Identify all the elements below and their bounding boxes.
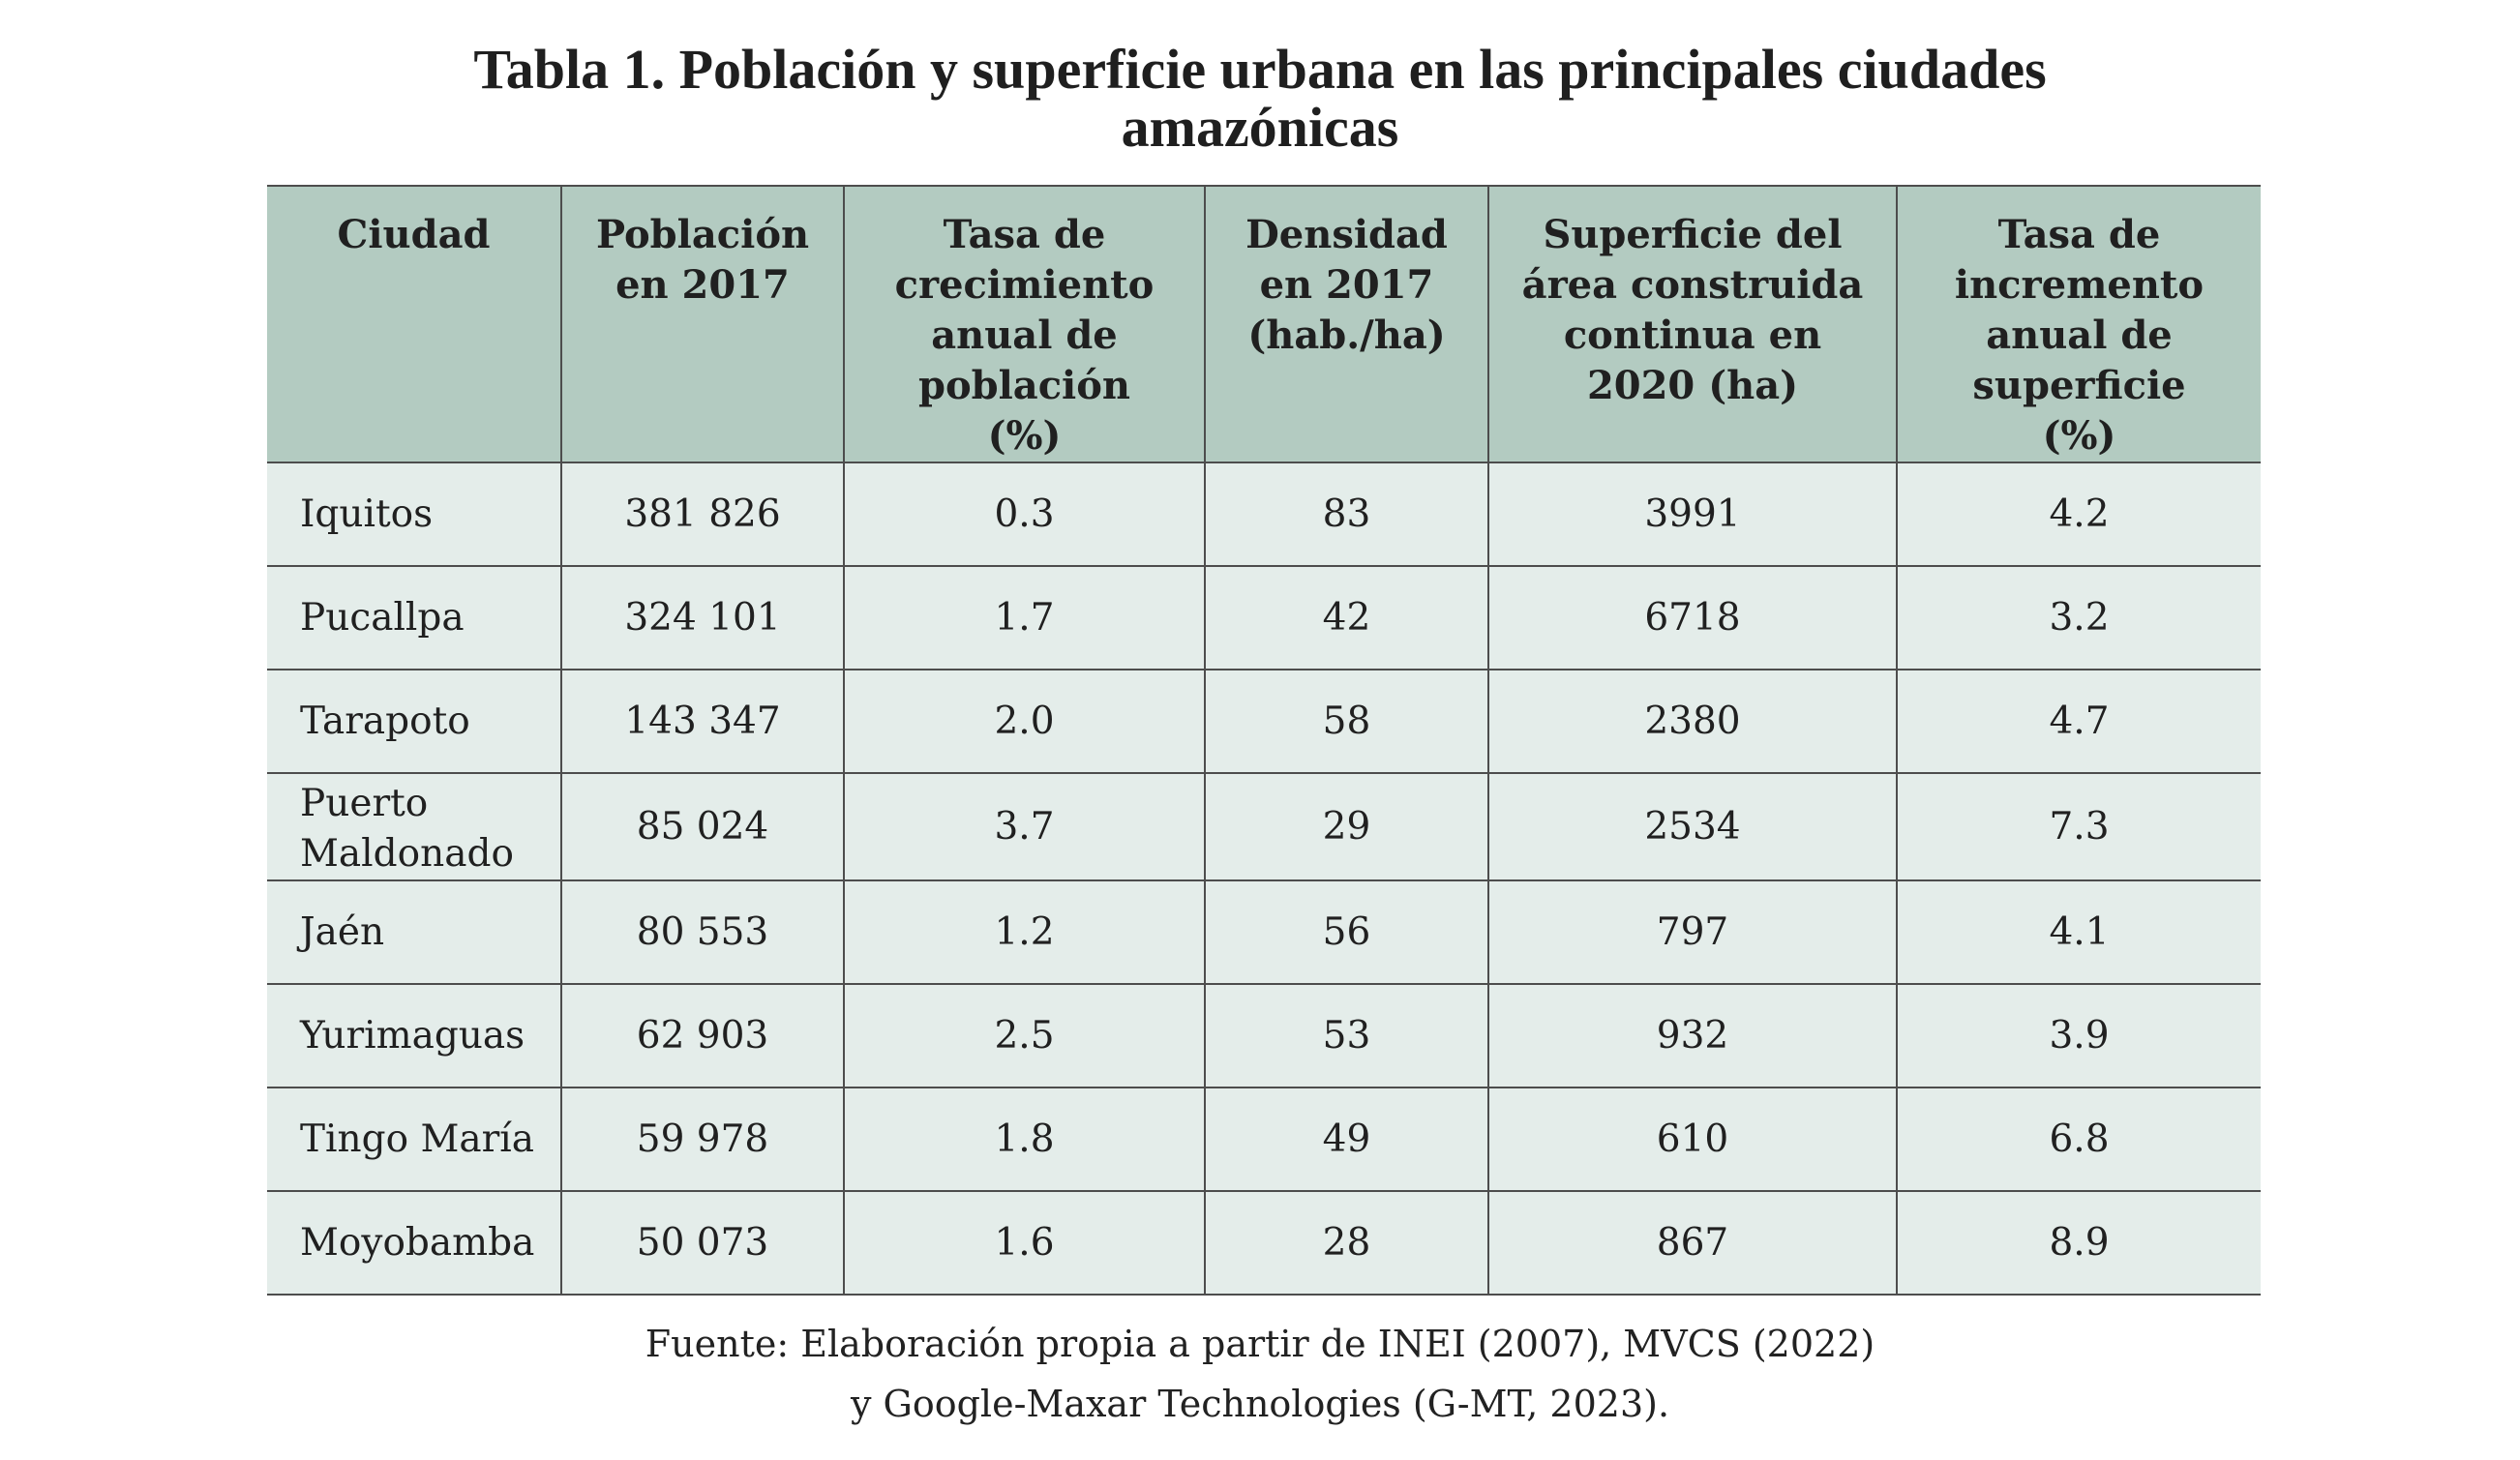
cell-ciudad: Jaén [267,880,562,985]
table-row: Iquitos 381 826 0.3 83 3991 4.2 [267,462,2261,567]
cell-tasa-crecimiento: 1.7 [843,566,1206,670]
table-row: Tingo María 59 978 1.8 49 610 6.8 [267,1088,2261,1192]
cell-densidad: 53 [1204,984,1489,1088]
cell-tasa-crecimiento: 3.7 [843,773,1206,881]
cell-tasa-crecimiento: 0.3 [843,462,1206,567]
cell-ciudad: Yurimaguas [267,984,562,1088]
cell-tasa-crecimiento: 1.6 [843,1191,1206,1296]
cell-poblacion: 50 073 [560,1191,845,1296]
cell-densidad: 56 [1204,880,1489,985]
header-poblacion: Población en 2017 [560,185,845,463]
cell-ciudad: Iquitos [267,462,562,567]
header-densidad: Densidad en 2017 (hab./ha) [1204,185,1489,463]
cell-tasa-crecimiento: 1.2 [843,880,1206,985]
header-ciudad: Ciudad [267,185,562,463]
cell-densidad: 83 [1204,462,1489,567]
source-note: Fuente: Elaboración propia a partir de I… [0,1314,2520,1434]
cell-densidad: 28 [1204,1191,1489,1296]
cell-poblacion: 143 347 [560,670,845,774]
cell-ciudad: Pucallpa [267,566,562,670]
cell-densidad: 49 [1204,1088,1489,1192]
cell-tasa-superficie: 4.2 [1896,462,2261,567]
cell-tasa-superficie: 6.8 [1896,1088,2261,1192]
table-title-line-1: Tabla 1. Población y superficie urbana e… [473,38,2047,101]
cell-tasa-superficie: 3.9 [1896,984,2261,1088]
cell-poblacion: 85 024 [560,773,845,881]
cell-superficie: 2534 [1487,773,1898,881]
cell-superficie: 3991 [1487,462,1898,567]
cell-tasa-superficie: 3.2 [1896,566,2261,670]
cell-densidad: 29 [1204,773,1489,881]
header-tasa-crecimiento: Tasa de crecimiento anual de población (… [843,185,1206,463]
cell-ciudad: Moyobamba [267,1191,562,1296]
cell-tasa-crecimiento: 2.5 [843,984,1206,1088]
table-row: Yurimaguas 62 903 2.5 53 932 3.9 [267,984,2261,1088]
table-row: Pucallpa 324 101 1.7 42 6718 3.2 [267,566,2261,670]
header-tasa-superficie: Tasa de incremento anual de superficie (… [1896,185,2261,463]
cell-tasa-superficie: 8.9 [1896,1191,2261,1296]
cell-superficie: 2380 [1487,670,1898,774]
header-superficie: Superficie del área construida continua … [1487,185,1898,463]
table-row: Tarapoto 143 347 2.0 58 2380 4.7 [267,670,2261,774]
cell-superficie: 867 [1487,1191,1898,1296]
cell-superficie: 610 [1487,1088,1898,1192]
cell-tasa-superficie: 4.7 [1896,670,2261,774]
cell-superficie: 797 [1487,880,1898,985]
cell-poblacion: 80 553 [560,880,845,985]
cell-ciudad: Tarapoto [267,670,562,774]
cell-poblacion: 62 903 [560,984,845,1088]
cell-poblacion: 324 101 [560,566,845,670]
cell-ciudad: Puerto Maldonado [267,773,562,881]
source-note-line-2: y Google-Maxar Technologies (G-MT, 2023)… [850,1383,1670,1425]
cell-tasa-crecimiento: 1.8 [843,1088,1206,1192]
table-row: Jaén 80 553 1.2 56 797 4.1 [267,880,2261,985]
cell-superficie: 6718 [1487,566,1898,670]
table-title: Tabla 1. Población y superficie urbana e… [0,41,2520,157]
cell-ciudad: Tingo María [267,1088,562,1192]
cell-poblacion: 59 978 [560,1088,845,1192]
population-table: Ciudad Población en 2017 Tasa de crecimi… [267,185,2261,1296]
cell-superficie: 932 [1487,984,1898,1088]
table-row: Moyobamba 50 073 1.6 28 867 8.9 [267,1191,2261,1296]
table-header-row: Ciudad Población en 2017 Tasa de crecimi… [267,185,2261,463]
source-note-line-1: Fuente: Elaboración propia a partir de I… [645,1323,1875,1365]
cell-densidad: 58 [1204,670,1489,774]
cell-tasa-superficie: 4.1 [1896,880,2261,985]
table-title-line-2: amazónicas [1121,96,1399,159]
table-row: Puerto Maldonado 85 024 3.7 29 2534 7.3 [267,773,2261,881]
cell-tasa-superficie: 7.3 [1896,773,2261,881]
cell-densidad: 42 [1204,566,1489,670]
cell-poblacion: 381 826 [560,462,845,567]
cell-tasa-crecimiento: 2.0 [843,670,1206,774]
